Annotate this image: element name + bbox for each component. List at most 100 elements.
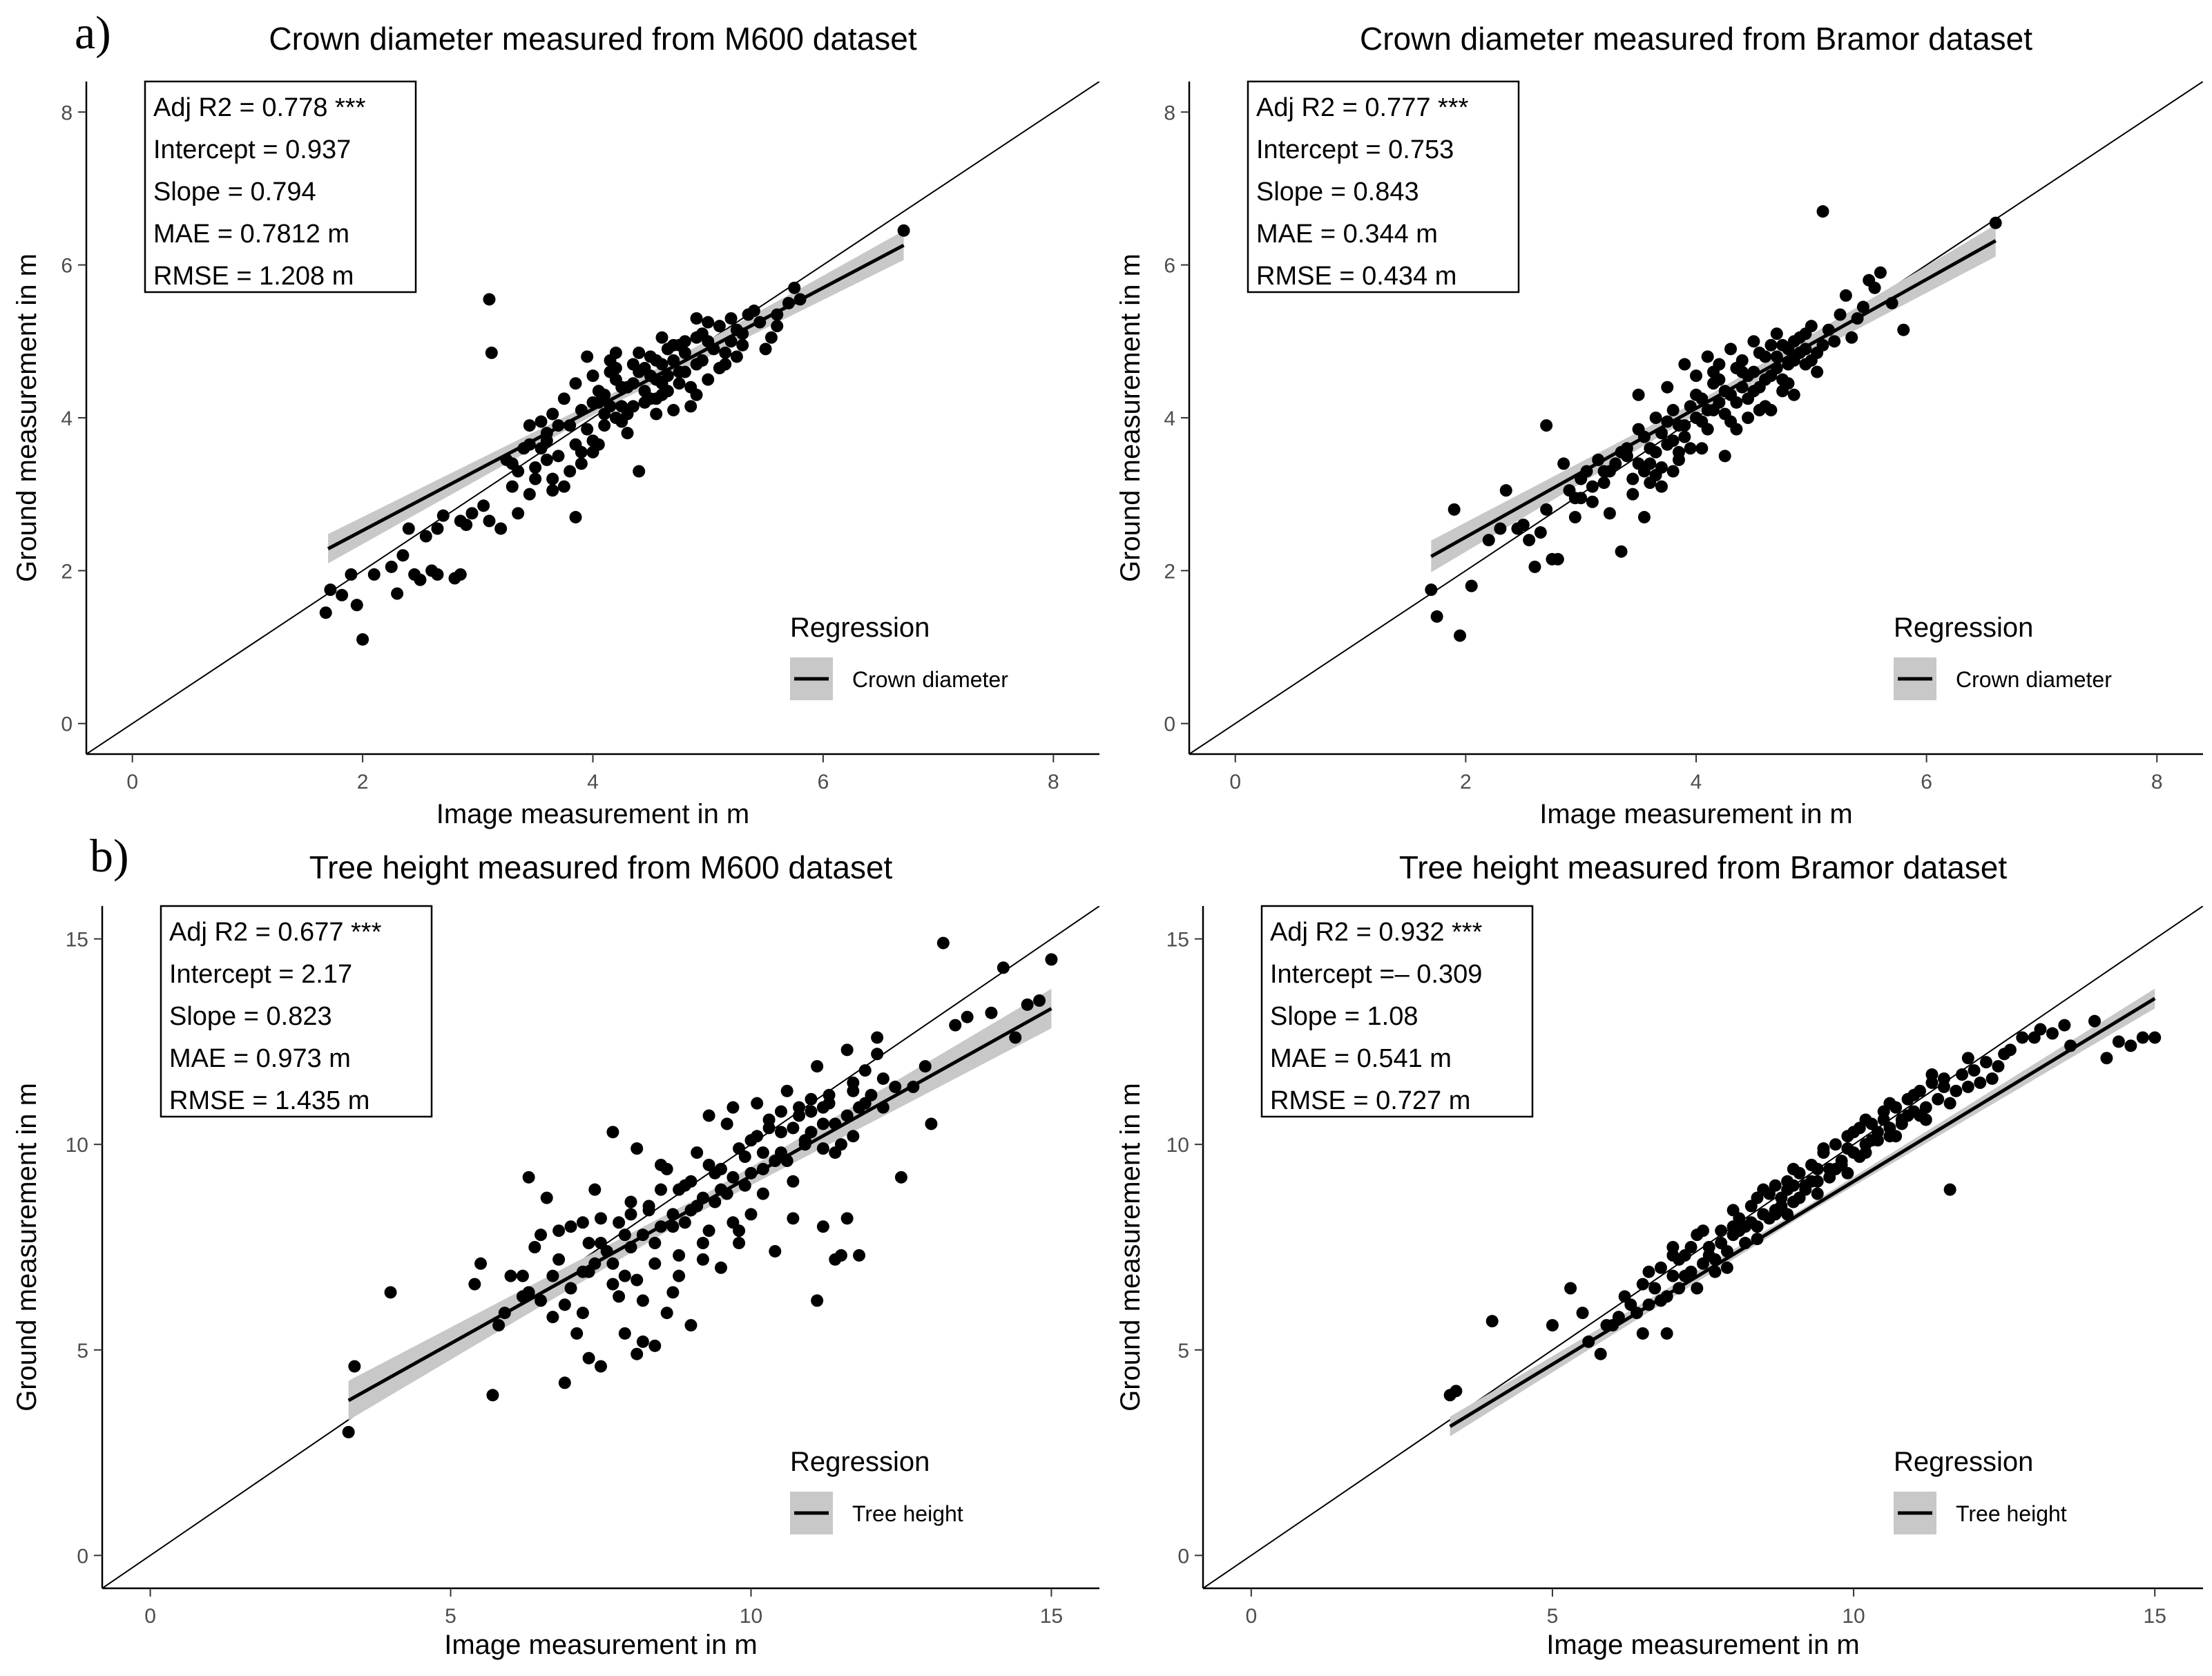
panel-label-b: b) (90, 829, 129, 882)
x-tick-label: 0 (144, 1605, 156, 1628)
data-point (529, 472, 542, 485)
data-point (678, 1216, 691, 1229)
data-point (431, 522, 444, 535)
data-point (1666, 465, 1680, 478)
y-tick-label: 5 (77, 1340, 88, 1362)
data-point (1811, 346, 1824, 359)
data-point (691, 1146, 704, 1159)
data-point (1425, 584, 1438, 597)
data-point (486, 1389, 499, 1402)
y-axis-label: Ground measurement in m (1115, 253, 1146, 582)
data-point (733, 1142, 746, 1155)
y-tick-label: 0 (1177, 1545, 1189, 1568)
data-point (586, 369, 599, 383)
data-point (654, 1183, 667, 1196)
data-point (1597, 476, 1610, 490)
data-point (1742, 369, 1755, 383)
data-point (1859, 1113, 1872, 1126)
data-point (581, 350, 594, 363)
data-point (1636, 1327, 1649, 1340)
data-point (1956, 1068, 1969, 1081)
data-point (762, 1121, 776, 1135)
data-point (1992, 1060, 2005, 1073)
data-point (816, 1142, 829, 1155)
x-tick-label: 0 (1245, 1605, 1257, 1628)
data-point (1811, 1162, 1824, 1175)
data-point (595, 1360, 607, 1373)
data-point (1661, 438, 1674, 451)
data-point (342, 1425, 355, 1438)
data-point (1701, 403, 1714, 416)
data-point (586, 445, 599, 459)
data-point (1762, 1212, 1776, 1225)
data-point (1534, 526, 1547, 539)
data-point (648, 1257, 662, 1270)
data-point (586, 396, 599, 409)
data-point (1021, 998, 1034, 1011)
data-point (805, 1092, 818, 1106)
chart-title: Crown diameter measured from Bramor data… (1360, 21, 2032, 57)
data-point (713, 362, 726, 375)
data-point (753, 316, 767, 329)
data-point (1781, 1208, 1794, 1221)
data-point (522, 1286, 535, 1299)
data-point (667, 354, 680, 367)
data-point (1770, 362, 1783, 375)
stats-box (144, 80, 417, 293)
legend-label: Tree height (852, 1501, 963, 1526)
data-point (618, 1269, 631, 1282)
data-point (1678, 358, 1691, 371)
data-point (648, 1339, 662, 1352)
data-point (624, 1241, 637, 1253)
data-point (811, 1294, 824, 1307)
x-tick-label: 6 (1921, 771, 1932, 793)
stats-line: Adj R2 = 0.778 *** (153, 93, 366, 122)
data-point (636, 1335, 649, 1348)
y-tick-label: 4 (1164, 407, 1175, 430)
data-point (1615, 545, 1628, 558)
data-point (557, 480, 570, 493)
x-tick-label: 8 (1048, 771, 1059, 793)
data-point (336, 588, 349, 601)
data-point (1989, 216, 2002, 229)
data-point (889, 1080, 902, 1093)
data-point (1684, 442, 1697, 455)
data-point (385, 560, 398, 573)
data-point (684, 1319, 698, 1332)
data-point (1897, 323, 1910, 336)
data-point (1660, 1327, 1673, 1340)
data-point (1430, 610, 1443, 623)
data-point (756, 1162, 769, 1175)
data-point (853, 1249, 866, 1262)
data-point (618, 1229, 631, 1242)
data-point (477, 499, 490, 512)
data-point (1932, 1092, 1945, 1106)
data-point (2088, 1014, 2101, 1028)
data-point (1564, 1282, 1577, 1295)
data-point (751, 1097, 764, 1110)
data-point (1551, 552, 1564, 566)
data-point (771, 320, 784, 333)
data-point (774, 1126, 787, 1139)
stats-line: Adj R2 = 0.932 *** (1270, 918, 1483, 947)
data-point (847, 1130, 860, 1143)
data-point (1877, 1113, 1890, 1126)
stats-line: Intercept = 2.17 (169, 960, 352, 989)
x-tick-label: 0 (1229, 771, 1241, 793)
data-point (636, 1294, 649, 1307)
data-point (771, 308, 784, 321)
data-point (575, 445, 588, 459)
data-point (1845, 331, 1858, 344)
data-point (1822, 323, 1835, 336)
data-point (907, 1080, 920, 1093)
data-point (552, 1253, 566, 1266)
data-point (540, 1191, 553, 1204)
data-point (1764, 338, 1778, 351)
data-point (1753, 346, 1766, 359)
data-point (764, 331, 778, 344)
data-point (829, 1117, 842, 1130)
data-point (1817, 1142, 1830, 1155)
data-point (624, 1195, 637, 1208)
data-point (834, 1138, 847, 1151)
data-point (1730, 423, 1743, 436)
